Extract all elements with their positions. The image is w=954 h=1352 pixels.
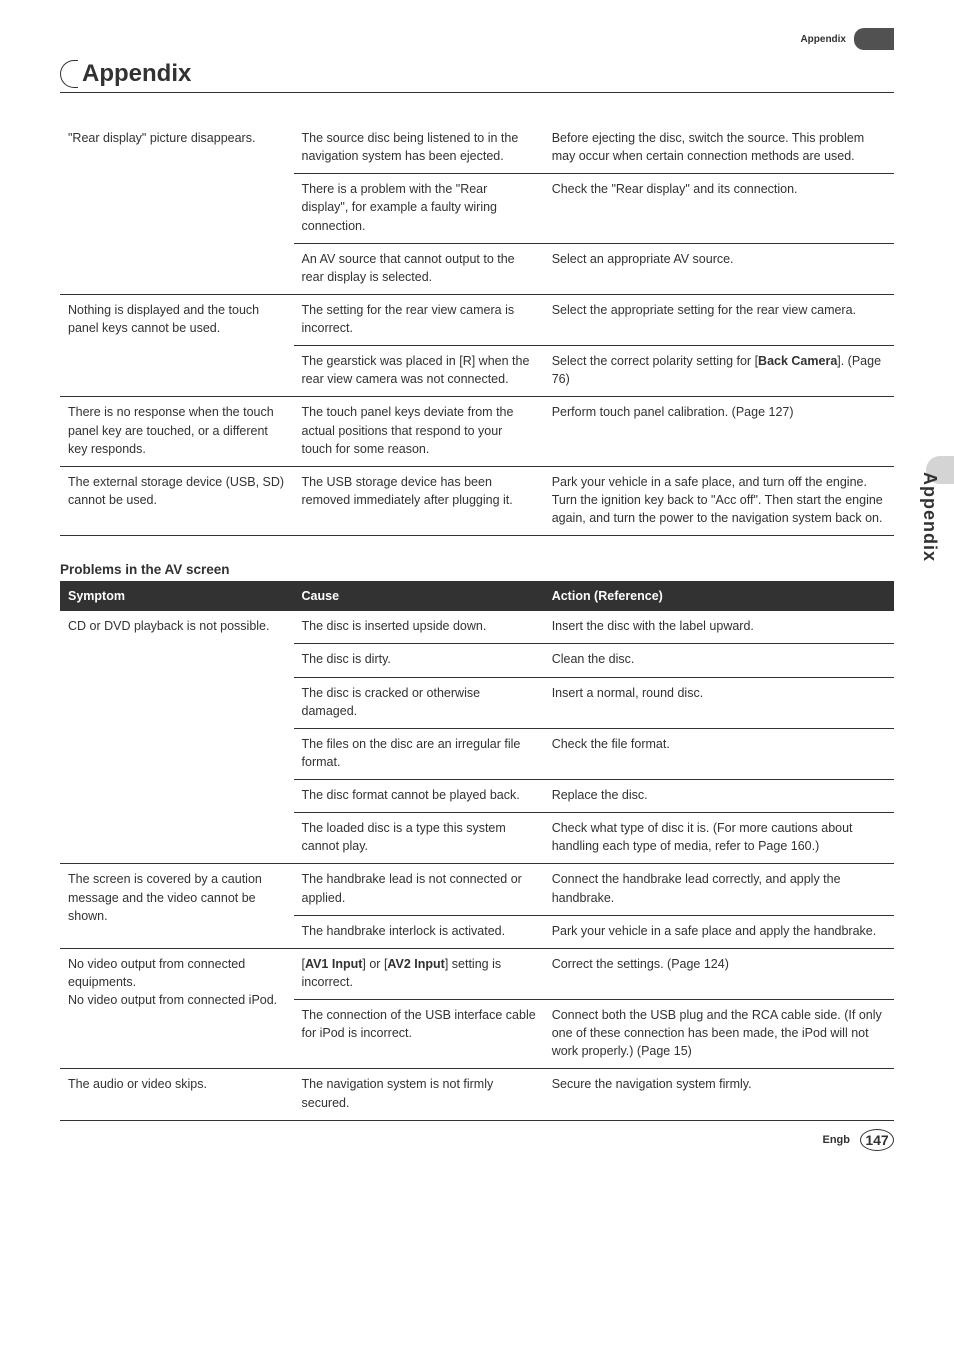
footer-language: Engb [823,1134,851,1146]
section-heading-av: Problems in the AV screen [60,562,894,577]
table-row: The screen is covered by a caution messa… [60,864,894,915]
th-symptom: Symptom [60,581,294,611]
page-footer: Engb 147 [823,1129,895,1151]
page-title-wrap: Appendix [60,60,191,88]
table-head-row: Symptom Cause Action (Reference) [60,581,894,611]
cell-cause: The disc is inserted upside down. [294,611,544,644]
cell-cause: The source disc being listened to in the… [294,123,544,174]
cell-action: Park your vehicle in a safe place, and t… [544,466,894,535]
table-row: The external storage device (USB, SD) ca… [60,466,894,535]
cell-action: Replace the disc. [544,780,894,813]
title-tab-shape [60,60,78,88]
title-underline [60,92,894,93]
side-tab-text: Appendix [919,472,940,562]
cell-cause: The connection of the USB interface cabl… [294,1000,544,1069]
cell-symptom: The external storage device (USB, SD) ca… [60,466,294,535]
cell-action: Connect both the USB plug and the RCA ca… [544,1000,894,1069]
cell-action: Select an appropriate AV source. [544,243,894,294]
cell-symptom: The audio or video skips. [60,1069,294,1120]
cell-cause: The files on the disc are an irregular f… [294,728,544,779]
cell-symptom: Nothing is displayed and the touch panel… [60,294,294,397]
cell-action: Insert the disc with the label upward. [544,611,894,644]
cell-symptom: There is no response when the touch pane… [60,397,294,466]
cell-cause: The gearstick was placed in [R] when the… [294,346,544,397]
table-row: There is no response when the touch pane… [60,397,894,466]
cell-action: Park your vehicle in a safe place and ap… [544,915,894,948]
cell-cause: The setting for the rear view camera is … [294,294,544,345]
cell-cause: An AV source that cannot output to the r… [294,243,544,294]
cell-action: Check the file format. [544,728,894,779]
cell-cause: The loaded disc is a type this system ca… [294,813,544,864]
cell-symptom: No video output from connected equipment… [60,948,294,1069]
cell-cause: The USB storage device has been removed … [294,466,544,535]
cell-action: Check the "Rear display" and its connect… [544,174,894,243]
table-row: Nothing is displayed and the touch panel… [60,294,894,345]
cell-cause: The navigation system is not firmly secu… [294,1069,544,1120]
cell-action: Before ejecting the disc, switch the sou… [544,123,894,174]
table-row: The audio or video skips.The navigation … [60,1069,894,1120]
header-right-label: Appendix [800,34,846,45]
cell-symptom: CD or DVD playback is not possible. [60,611,294,864]
cell-cause: The disc is dirty. [294,644,544,677]
header-right-tab [854,28,894,50]
cell-cause: The touch panel keys deviate from the ac… [294,397,544,466]
cell-action: Clean the disc. [544,644,894,677]
cell-action: Perform touch panel calibration. (Page 1… [544,397,894,466]
cell-action: Select the appropriate setting for the r… [544,294,894,345]
table-row: "Rear display" picture disappears.The so… [60,123,894,174]
cell-cause: The handbrake lead is not connected or a… [294,864,544,915]
cell-action: Insert a normal, round disc. [544,677,894,728]
cell-action: Secure the navigation system firmly. [544,1069,894,1120]
cell-cause: The handbrake interlock is activated. [294,915,544,948]
table-row: CD or DVD playback is not possible.The d… [60,611,894,644]
cell-action: Correct the settings. (Page 124) [544,948,894,999]
cell-action: Select the correct polarity setting for … [544,346,894,397]
cell-cause: There is a problem with the "Rear displa… [294,174,544,243]
th-cause: Cause [294,581,544,611]
cell-cause: The disc format cannot be played back. [294,780,544,813]
page-title: Appendix [82,60,191,88]
troubleshoot-table-1: "Rear display" picture disappears.The so… [60,123,894,536]
header-right: Appendix [800,28,894,50]
cell-cause: [AV1 Input] or [AV2 Input] setting is in… [294,948,544,999]
cell-action: Connect the handbrake lead correctly, an… [544,864,894,915]
th-action: Action (Reference) [544,581,894,611]
cell-cause: The disc is cracked or otherwise damaged… [294,677,544,728]
cell-action: Check what type of disc it is. (For more… [544,813,894,864]
cell-symptom: "Rear display" picture disappears. [60,123,294,294]
cell-symptom: The screen is covered by a caution messa… [60,864,294,948]
troubleshoot-table-2: Symptom Cause Action (Reference) CD or D… [60,581,894,1121]
footer-page-number: 147 [860,1129,894,1151]
table-row: No video output from connected equipment… [60,948,894,999]
side-section-tab: Appendix [919,460,940,562]
